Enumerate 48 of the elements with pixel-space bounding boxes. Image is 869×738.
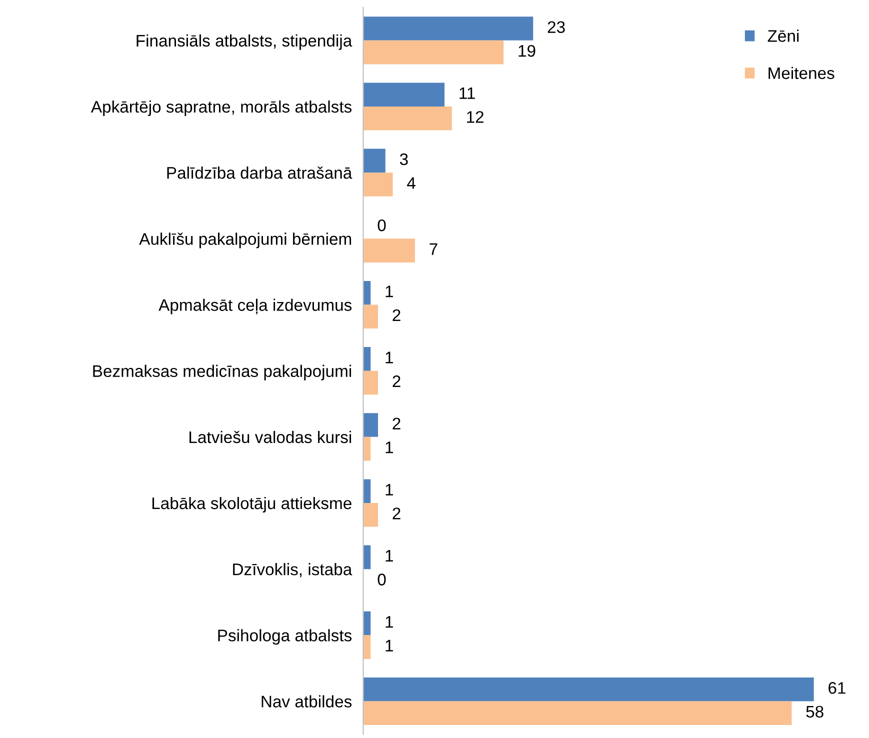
- bar: [363, 677, 814, 702]
- bar: [363, 304, 378, 329]
- data-label: 3: [400, 153, 408, 166]
- y-tick-label: Dzīvoklis, istaba: [233, 563, 352, 578]
- data-label: 2: [392, 375, 400, 388]
- data-label: 1: [386, 616, 393, 628]
- bar: [363, 148, 386, 173]
- y-tick-label: Psihologa atbalsts: [218, 629, 352, 645]
- data-label: 23: [548, 21, 565, 33]
- bar: [363, 413, 378, 437]
- bar: [363, 16, 534, 40]
- data-label: 0: [378, 574, 386, 586]
- bar: [363, 238, 415, 262]
- data-label: 2: [392, 418, 400, 430]
- data-label: 1: [386, 286, 393, 298]
- y-tick-label: Nav atbildes: [262, 695, 352, 708]
- bar: [363, 172, 393, 196]
- y-tick-label: Auklīšu pakalpojumi bērniem: [139, 232, 352, 248]
- data-label: 1: [386, 442, 393, 454]
- bar: [363, 40, 504, 64]
- data-label: 19: [518, 44, 536, 57]
- data-label: 7: [430, 243, 438, 255]
- bar: [363, 106, 452, 130]
- y-tick-label: Bezmaksas medicīnas pakalpojumi: [93, 364, 352, 380]
- bar: [363, 701, 792, 726]
- bar: [363, 503, 378, 527]
- y-tick-label: Finansiāls atbalsts, stipendija: [136, 34, 352, 50]
- y-tick-label: Apmaksāt ceļa izdevumus: [158, 298, 352, 314]
- data-label: 1: [386, 640, 393, 652]
- legend-label: Zēni: [768, 30, 799, 42]
- data-label: 1: [386, 352, 393, 364]
- data-label: 2: [392, 508, 400, 520]
- bar: [363, 82, 444, 107]
- y-tick-label: Apkārtējo sapratne, morāls atbalsts: [90, 100, 352, 116]
- y-tick-label: Palīdzība darba atrašanā: [167, 166, 352, 179]
- data-label: 58: [806, 706, 824, 718]
- y-tick-label: Latviešu valodas kursi: [190, 430, 352, 444]
- data-label: 0: [378, 219, 386, 232]
- bar: [363, 370, 378, 395]
- data-label: 12: [467, 111, 484, 123]
- data-label: 61: [828, 682, 846, 694]
- y-tick-label: Labāka skolotāju attieksme: [152, 496, 352, 513]
- data-label: 4: [407, 177, 416, 189]
- data-label: 1: [386, 484, 393, 496]
- data-label: 2: [392, 309, 400, 321]
- data-label: 1: [386, 550, 393, 562]
- legend-label: Meitenes: [768, 66, 834, 80]
- data-label: 11: [460, 87, 475, 99]
